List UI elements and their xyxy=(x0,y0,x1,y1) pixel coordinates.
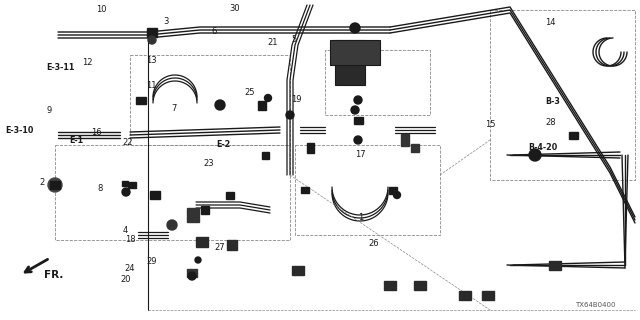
Text: 24: 24 xyxy=(125,264,135,273)
Text: 23: 23 xyxy=(204,159,214,168)
Bar xyxy=(384,281,396,290)
Bar xyxy=(201,206,209,214)
Bar xyxy=(136,97,146,103)
Bar xyxy=(50,181,60,189)
Circle shape xyxy=(122,188,130,196)
Circle shape xyxy=(48,178,62,192)
Bar xyxy=(568,132,577,139)
Text: 10: 10 xyxy=(96,5,106,14)
Text: 15: 15 xyxy=(485,120,495,129)
Bar xyxy=(411,144,419,152)
Text: 1: 1 xyxy=(358,213,364,222)
Circle shape xyxy=(286,111,294,119)
Text: 7: 7 xyxy=(172,104,177,113)
Text: 9: 9 xyxy=(46,106,51,115)
Bar xyxy=(147,28,157,36)
Text: 30: 30 xyxy=(229,4,240,13)
Bar xyxy=(262,151,269,158)
Circle shape xyxy=(188,272,196,280)
Bar xyxy=(187,208,199,222)
Bar xyxy=(196,237,208,247)
Text: B-3: B-3 xyxy=(545,97,560,106)
Circle shape xyxy=(167,220,177,230)
Text: 13: 13 xyxy=(146,56,157,65)
Text: 21: 21 xyxy=(268,38,278,47)
Text: 14: 14 xyxy=(545,18,556,27)
Bar xyxy=(330,40,380,65)
Circle shape xyxy=(354,96,362,104)
Text: 2: 2 xyxy=(40,178,45,187)
Text: 19: 19 xyxy=(291,95,301,104)
Text: FR.: FR. xyxy=(44,269,63,280)
Bar xyxy=(226,191,234,198)
Text: 12: 12 xyxy=(82,58,92,67)
Text: 20: 20 xyxy=(120,275,131,284)
Text: 8: 8 xyxy=(97,184,102,193)
Bar xyxy=(389,187,397,194)
Circle shape xyxy=(351,106,359,114)
Circle shape xyxy=(529,149,541,161)
Bar xyxy=(325,50,430,115)
Bar xyxy=(549,260,561,269)
Text: 22: 22 xyxy=(123,138,133,147)
Bar xyxy=(292,266,304,275)
Bar xyxy=(122,180,128,186)
Text: E-2: E-2 xyxy=(216,140,230,149)
Circle shape xyxy=(195,257,201,263)
Bar xyxy=(307,143,314,153)
Text: E-3-10: E-3-10 xyxy=(5,126,33,135)
Text: 3: 3 xyxy=(163,17,168,26)
Text: E-3-11: E-3-11 xyxy=(46,63,74,72)
Text: 18: 18 xyxy=(125,235,136,244)
Text: 26: 26 xyxy=(368,239,379,248)
Text: 28: 28 xyxy=(545,118,556,127)
Text: 11: 11 xyxy=(146,81,156,90)
Circle shape xyxy=(215,100,225,110)
Bar xyxy=(150,191,160,199)
Circle shape xyxy=(148,36,156,44)
Bar xyxy=(227,240,237,250)
Text: TX64B0400: TX64B0400 xyxy=(575,302,616,308)
Text: 4: 4 xyxy=(123,226,128,235)
Bar xyxy=(353,116,362,124)
Bar xyxy=(401,134,409,146)
Bar xyxy=(335,40,365,85)
Bar xyxy=(414,281,426,290)
Bar xyxy=(187,269,197,277)
Text: B-4-20: B-4-20 xyxy=(528,143,557,152)
Circle shape xyxy=(264,94,271,101)
Bar xyxy=(459,291,471,300)
Bar xyxy=(258,100,266,109)
Text: E-1: E-1 xyxy=(69,136,83,145)
Bar xyxy=(301,187,309,193)
Text: 5: 5 xyxy=(291,36,296,44)
Circle shape xyxy=(394,191,401,198)
Circle shape xyxy=(354,136,362,144)
Circle shape xyxy=(350,23,360,33)
Text: 29: 29 xyxy=(146,257,156,266)
Text: 17: 17 xyxy=(355,150,366,159)
Text: 6: 6 xyxy=(211,28,216,36)
Bar xyxy=(128,182,136,188)
Bar xyxy=(482,291,494,300)
Text: 25: 25 xyxy=(244,88,255,97)
Text: 16: 16 xyxy=(91,128,102,137)
Text: 27: 27 xyxy=(214,244,225,252)
